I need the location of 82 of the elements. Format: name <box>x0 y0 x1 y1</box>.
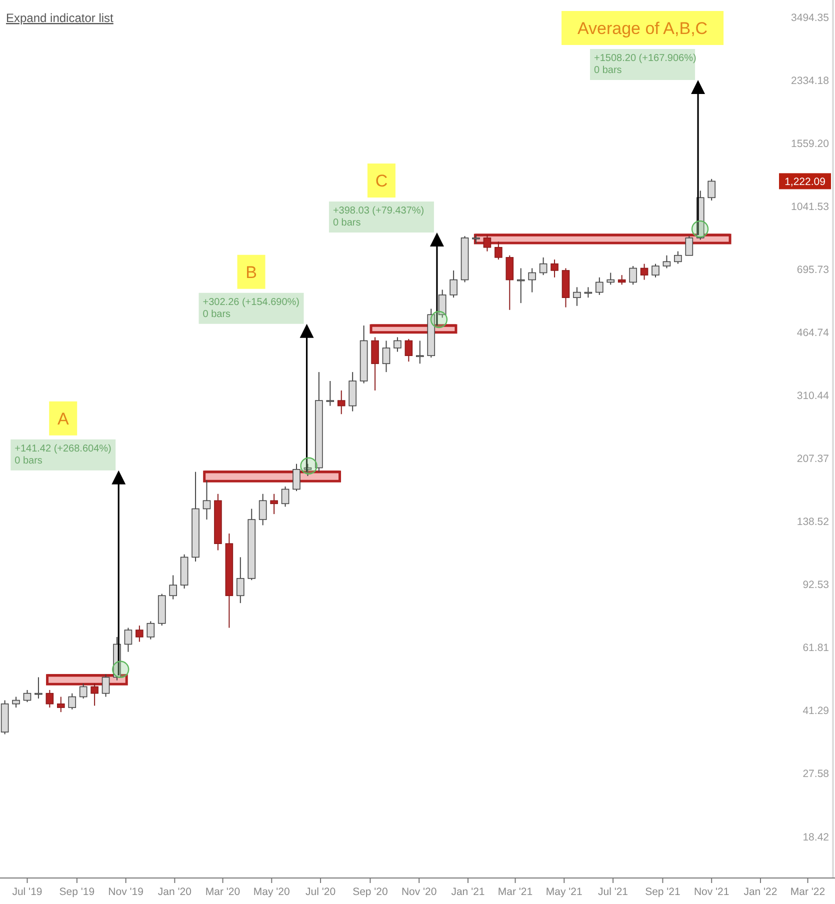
y-tick-label: 41.29 <box>802 705 830 718</box>
y-tick-label: 464.74 <box>796 327 830 340</box>
candlestick <box>124 627 132 652</box>
candlestick <box>528 268 536 293</box>
x-tick-label: May '21 <box>546 886 583 898</box>
candlestick <box>606 272 615 286</box>
candlestick <box>23 689 32 703</box>
annotation: Average of A,B,C <box>577 18 708 38</box>
x-tick-label: Jul '20 <box>306 886 336 898</box>
candlestick <box>550 259 558 278</box>
x-tick-label: Sep '21 <box>645 886 681 898</box>
candlestick <box>539 256 548 276</box>
x-tick-label: Nov '19 <box>108 886 144 898</box>
candlestick <box>136 625 144 642</box>
candlestick <box>708 178 716 202</box>
candlestick <box>57 696 65 713</box>
y-tick-label: 138.52 <box>796 516 830 528</box>
candlestick <box>169 574 177 600</box>
annotation: +1508.20 (+167.906%) 0 bars <box>594 52 696 76</box>
x-tick-label: Mar '21 <box>498 886 533 898</box>
candlestick <box>573 286 581 306</box>
x-tick-label: Nov '20 <box>401 886 437 898</box>
y-tick-label: 18.42 <box>802 831 830 844</box>
candlestick <box>382 340 390 373</box>
candlestick <box>416 340 424 364</box>
annotation: +302.26 (+154.690%) 0 bars <box>202 296 300 320</box>
candlestick <box>404 338 413 362</box>
candlestick <box>685 236 694 256</box>
y-tick-label: 695.73 <box>796 264 830 276</box>
candlestick <box>46 689 54 708</box>
candlestick <box>652 263 660 278</box>
candlestick <box>292 463 300 492</box>
y-tick-label: 27.58 <box>802 768 830 780</box>
candlestick <box>337 390 346 415</box>
x-tick-label: Jan '20 <box>158 886 192 898</box>
candlestick <box>596 276 604 296</box>
y-tick-label: 92.53 <box>802 579 830 592</box>
annotation: C <box>375 172 388 191</box>
candlestick <box>12 696 20 708</box>
x-tick-label: Mar '20 <box>205 886 240 898</box>
candlestick <box>326 380 334 406</box>
candlestick <box>371 336 379 391</box>
annotation: +141.42 (+268.604%) 0 bars <box>14 443 112 466</box>
candlestick <box>662 254 671 269</box>
candlestick <box>68 692 76 710</box>
y-tick-label: 3494.35 <box>791 12 830 24</box>
annotation: B <box>246 262 257 282</box>
y-tick-label: 2334.18 <box>791 75 830 88</box>
candlestick <box>640 263 648 280</box>
x-tick-label: Jul '21 <box>598 886 628 898</box>
candlestick <box>438 289 446 318</box>
candlestick <box>79 682 88 700</box>
y-tick-label: 310.44 <box>796 390 830 402</box>
candlestick <box>450 270 458 298</box>
candlestick <box>236 556 244 604</box>
x-tick-label: Mar '22 <box>790 886 826 898</box>
x-tick-label: Nov '21 <box>694 886 730 898</box>
x-tick-label: May '20 <box>253 886 290 898</box>
y-tick-label: 1559.20 <box>791 138 830 150</box>
x-tick-label: Sep '19 <box>59 886 95 898</box>
candlestick <box>674 250 682 264</box>
y-tick-label: 207.37 <box>796 453 830 466</box>
annotation: +398.03 (+79.437%) 0 bars <box>332 206 424 229</box>
candlestick <box>506 254 514 310</box>
candlestick <box>629 266 637 286</box>
candlestick <box>270 493 278 515</box>
x-tick-label: Jan '22 <box>744 886 778 898</box>
y-tick-label: 1041.53 <box>791 201 830 214</box>
annotation: A <box>57 409 70 428</box>
x-tick-label: Jan '21 <box>451 886 485 898</box>
x-tick-label: Sep '20 <box>352 886 388 898</box>
candlestick <box>618 274 626 286</box>
y-tick-label: 61.81 <box>802 642 830 654</box>
candlestick <box>258 493 267 526</box>
candlestick <box>202 480 211 520</box>
candlestick <box>146 620 155 640</box>
candlestick <box>281 486 290 508</box>
annotation: 1,222.09 <box>784 176 826 188</box>
annotation: Expand indicator list <box>6 11 114 25</box>
candlestick <box>102 674 110 698</box>
candlestick <box>394 336 402 352</box>
x-tick-label: Jul '19 <box>12 886 42 898</box>
